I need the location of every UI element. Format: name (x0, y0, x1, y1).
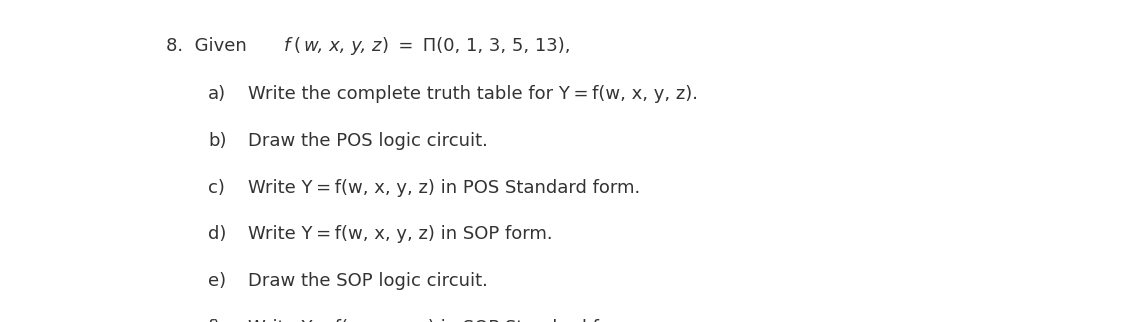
Text: 8.  Given: 8. Given (166, 37, 253, 55)
Text: Draw the SOP logic circuit.: Draw the SOP logic circuit. (248, 272, 487, 290)
Text: b): b) (208, 132, 226, 150)
Text: c): c) (208, 179, 225, 197)
Text: e): e) (208, 272, 226, 290)
Text: Draw the POS logic circuit.: Draw the POS logic circuit. (248, 132, 487, 150)
Text: Write Y = f(w, x, y, z) in SOP Standard form.: Write Y = f(w, x, y, z) in SOP Standard … (248, 319, 640, 322)
Text: w, x, y, z: w, x, y, z (304, 37, 381, 55)
Text: f: f (284, 37, 290, 55)
Text: (: ( (294, 37, 300, 55)
Text: d): d) (208, 225, 226, 243)
Text: )  =  Π(0, 1, 3, 5, 13),: ) = Π(0, 1, 3, 5, 13), (382, 37, 572, 55)
Text: a): a) (208, 85, 226, 103)
Text: Write Y = f(w, x, y, z) in SOP form.: Write Y = f(w, x, y, z) in SOP form. (248, 225, 552, 243)
Text: f): f) (208, 319, 222, 322)
Text: Write the complete truth table for Y = f(w, x, y, z).: Write the complete truth table for Y = f… (248, 85, 698, 103)
Text: Write Y = f(w, x, y, z) in POS Standard form.: Write Y = f(w, x, y, z) in POS Standard … (248, 179, 640, 197)
